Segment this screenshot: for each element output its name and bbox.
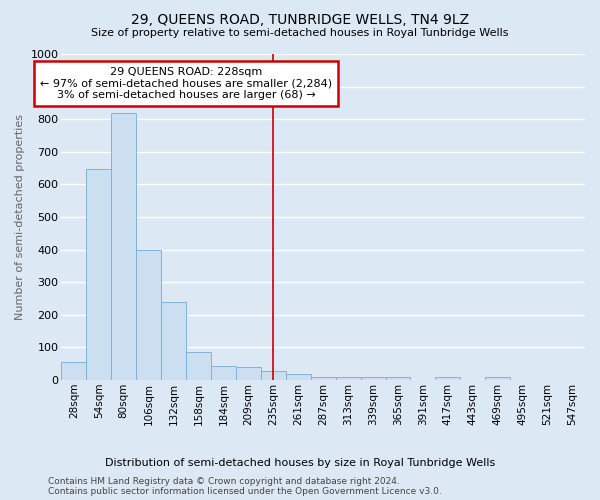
Text: Size of property relative to semi-detached houses in Royal Tunbridge Wells: Size of property relative to semi-detach… bbox=[91, 28, 509, 38]
Text: Distribution of semi-detached houses by size in Royal Tunbridge Wells: Distribution of semi-detached houses by … bbox=[105, 458, 495, 468]
Y-axis label: Number of semi-detached properties: Number of semi-detached properties bbox=[15, 114, 25, 320]
Bar bbox=[186, 352, 211, 380]
Bar bbox=[361, 377, 386, 380]
Bar bbox=[436, 377, 460, 380]
Bar bbox=[286, 374, 311, 380]
Bar bbox=[111, 112, 136, 380]
Text: Contains public sector information licensed under the Open Government Licence v3: Contains public sector information licen… bbox=[48, 488, 442, 496]
Bar bbox=[61, 362, 86, 380]
Text: 29, QUEENS ROAD, TUNBRIDGE WELLS, TN4 9LZ: 29, QUEENS ROAD, TUNBRIDGE WELLS, TN4 9L… bbox=[131, 12, 469, 26]
Text: 29 QUEENS ROAD: 228sqm
← 97% of semi-detached houses are smaller (2,284)
3% of s: 29 QUEENS ROAD: 228sqm ← 97% of semi-det… bbox=[40, 67, 332, 100]
Bar bbox=[136, 250, 161, 380]
Bar bbox=[386, 377, 410, 380]
Bar bbox=[335, 377, 361, 380]
Bar bbox=[485, 377, 510, 380]
Bar bbox=[311, 377, 335, 380]
Bar bbox=[161, 302, 186, 380]
Bar bbox=[261, 372, 286, 380]
Bar bbox=[236, 367, 261, 380]
Bar bbox=[211, 366, 236, 380]
Text: Contains HM Land Registry data © Crown copyright and database right 2024.: Contains HM Land Registry data © Crown c… bbox=[48, 478, 400, 486]
Bar bbox=[86, 169, 111, 380]
